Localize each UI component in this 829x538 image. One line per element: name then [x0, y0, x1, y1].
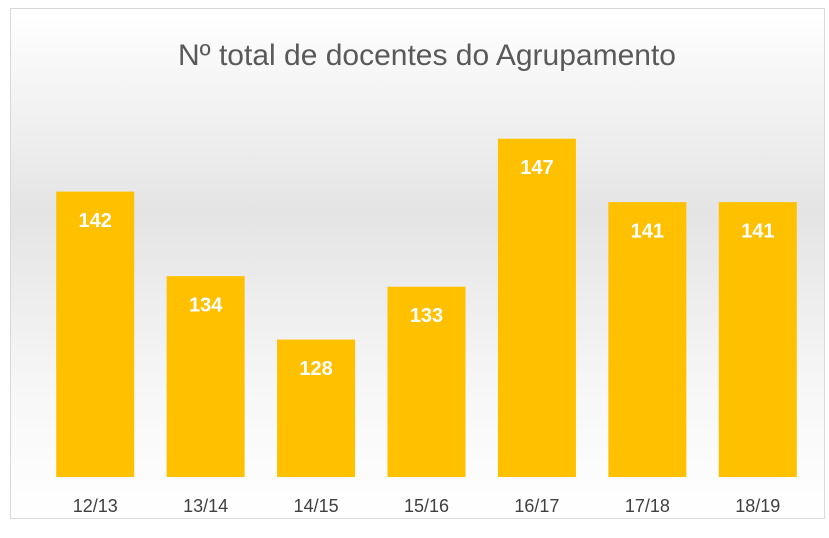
data-label: 141: [631, 220, 664, 242]
data-label: 147: [520, 157, 553, 179]
data-label: 134: [189, 294, 223, 316]
data-label: 142: [79, 210, 112, 232]
bar: [166, 276, 245, 477]
x-tick-label: 16/17: [514, 496, 559, 516]
bar: [718, 202, 797, 477]
bar: [56, 191, 135, 478]
x-tick-label: 12/13: [73, 496, 118, 516]
x-tick-label: 17/18: [625, 496, 670, 516]
data-label: 133: [410, 305, 443, 327]
chart-title: Nº total de docentes do Agrupamento: [178, 39, 676, 72]
bar: [387, 286, 466, 477]
x-tick-label: 13/14: [183, 496, 228, 516]
x-tick-label: 15/16: [404, 496, 449, 516]
bar: [277, 339, 356, 477]
x-tick-label: 14/15: [294, 496, 339, 516]
data-label: 128: [299, 358, 332, 380]
data-label: 141: [741, 220, 774, 242]
bar: [608, 202, 687, 477]
x-tick-label: 18/19: [735, 496, 780, 516]
bar: [497, 138, 576, 477]
